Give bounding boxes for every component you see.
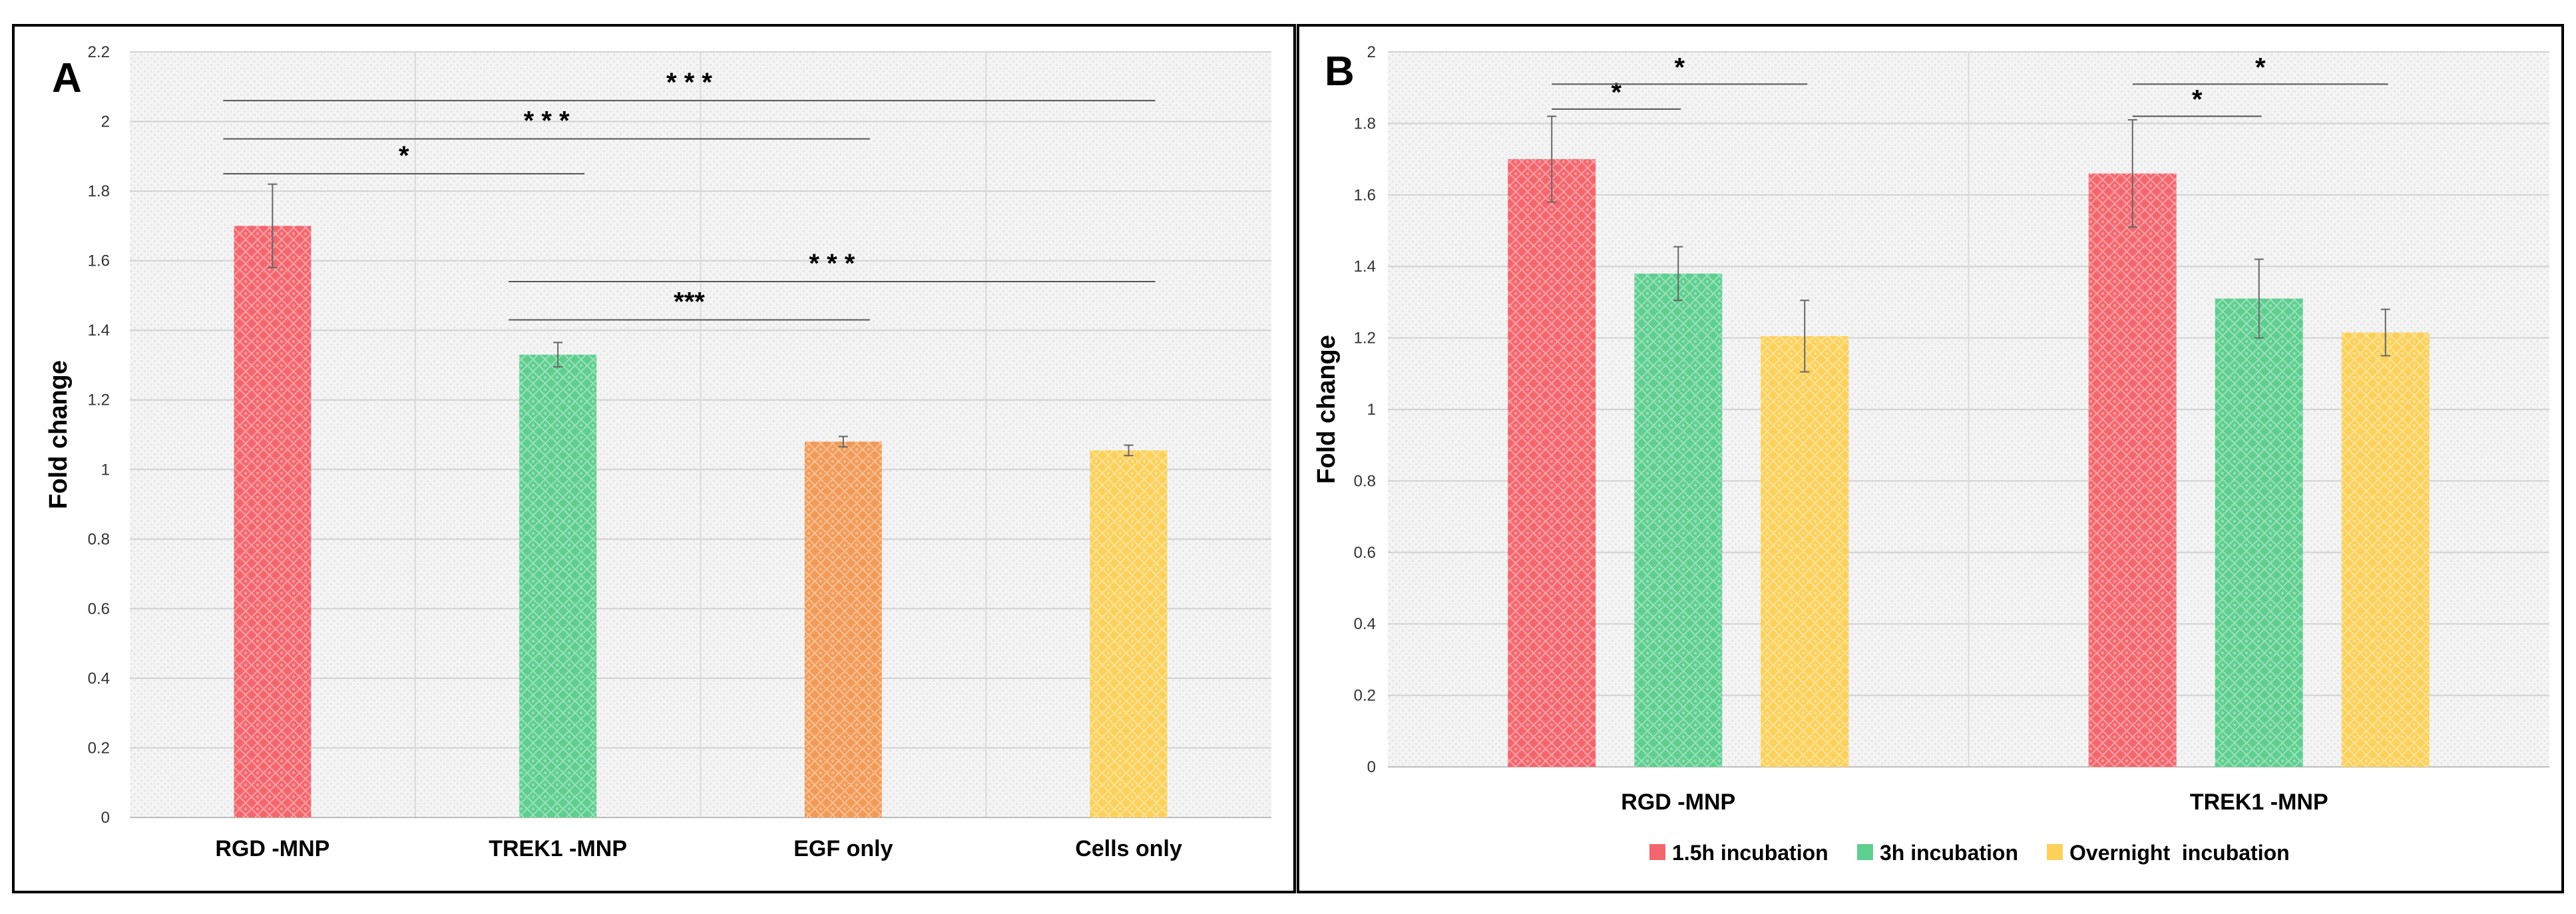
panel-a-bar-texture (1090, 450, 1168, 817)
panel-a-x-tick-label: EGF only (793, 836, 893, 861)
panel-b-bar-texture (2341, 332, 2430, 767)
panel-b-y-tick-label: 1.2 (1354, 330, 1376, 347)
panel-b-y-axis-title: Fold change (1313, 335, 1341, 484)
panel-a-significance-marker: *** (674, 288, 705, 317)
panel-a-x-tick-label: Cells only (1075, 836, 1182, 861)
panel-b-bar-texture (1761, 336, 1849, 767)
panel-a-y-tick-label: 0.6 (88, 600, 110, 618)
panel-a-y-tick-label: 2.2 (88, 43, 110, 61)
legend-label-overnight: Overnight incubation (2069, 841, 2290, 865)
panel-a-significance-marker: * * * (524, 107, 570, 136)
legend-swatch-overnight (2047, 844, 2063, 860)
panel-a-significance-marker: * * * (809, 249, 855, 278)
panel-b-y-tick-label: 1 (1367, 401, 1376, 419)
panel-a-significance-marker: * (399, 141, 409, 170)
panel-b-significance-marker: * (1611, 78, 1621, 107)
panel-b-y-tick-label: 1.6 (1354, 186, 1376, 204)
panel-b-significance-marker: * (2255, 53, 2266, 82)
legend-swatch-3h (1857, 844, 1873, 860)
panel-b-marks: 0 0.2 0.4 0.6 0.8 1 1.2 1.4 1.6 1.8 2 RGD -MNP TREK1… (1354, 43, 2549, 815)
panel-b-y-tick-label: 2 (1367, 43, 1376, 61)
panel-b-bar-texture (1634, 273, 1723, 767)
panel-a-y-tick-label: 0.2 (88, 739, 110, 757)
panel-a-y-tick-label: 1.4 (88, 322, 110, 340)
panel-b-y-tick-label: 0.8 (1354, 472, 1376, 490)
panel-a-y-tick-label: 0 (101, 809, 110, 827)
panel-a-marks: 0 0.2 0.4 0.6 0.8 1 1.2 1.4 1.6 1.8 2 2.2 RGD -MNP TR… (88, 43, 1271, 861)
panel-a-y-tick-label: 0.4 (88, 670, 110, 688)
panel-b-y-tick-label: 1.4 (1354, 258, 1376, 276)
panel-a-y-tick-label: 1 (101, 461, 110, 479)
panel-a-y-tick-label: 1.6 (88, 252, 110, 270)
legend-label-3h: 3h incubation (1880, 841, 2018, 865)
panel-b-significance-marker: * (2192, 85, 2203, 114)
panel-a-y-tick-label: 2 (101, 113, 110, 131)
panel-a-bar-texture (804, 441, 882, 817)
panel-a-label: A (52, 55, 82, 101)
panel-b-bar-texture (2088, 173, 2177, 768)
panel-a-y-tick-label: 1.2 (88, 391, 110, 409)
panel-b-bar-texture (2215, 298, 2303, 767)
panel-b-legend: 1.5h incubation 3h incubation Overnight … (1649, 841, 2290, 865)
panel-a-bar-texture (519, 354, 597, 817)
panel-b-x-tick-label: RGD -MNP (1621, 790, 1735, 815)
panel-a-significance-marker: * * * (666, 68, 712, 97)
legend-swatch-1-5h (1649, 844, 1665, 860)
panel-a-x-tick-label: RGD -MNP (215, 836, 329, 861)
panel-b-y-tick-label: 0.4 (1354, 615, 1376, 633)
panel-a-y-tick-label: 0.8 (88, 531, 110, 549)
panel-b-x-tick-label: TREK1 -MNP (2190, 790, 2328, 815)
panel-b-y-tick-label: 1.8 (1354, 114, 1376, 132)
panel-b-significance-marker: * (1674, 53, 1685, 82)
panel-a-y-axis-title: Fold change (45, 360, 73, 509)
panel-b-y-tick-label: 0.2 (1354, 687, 1376, 705)
legend-label-1-5h: 1.5h incubation (1672, 841, 1828, 865)
panel-b-bar-texture (1508, 159, 1596, 768)
panel-a-y-tick-label: 1.8 (88, 182, 110, 200)
panel-a-x-tick-label: TREK1 -MNP (489, 836, 627, 861)
panel-b-y-tick-label: 0 (1367, 758, 1376, 776)
panel-b-label: B (1325, 49, 1355, 95)
panel-a-bar-texture (234, 226, 312, 817)
panel-b-y-tick-label: 0.6 (1354, 544, 1376, 562)
